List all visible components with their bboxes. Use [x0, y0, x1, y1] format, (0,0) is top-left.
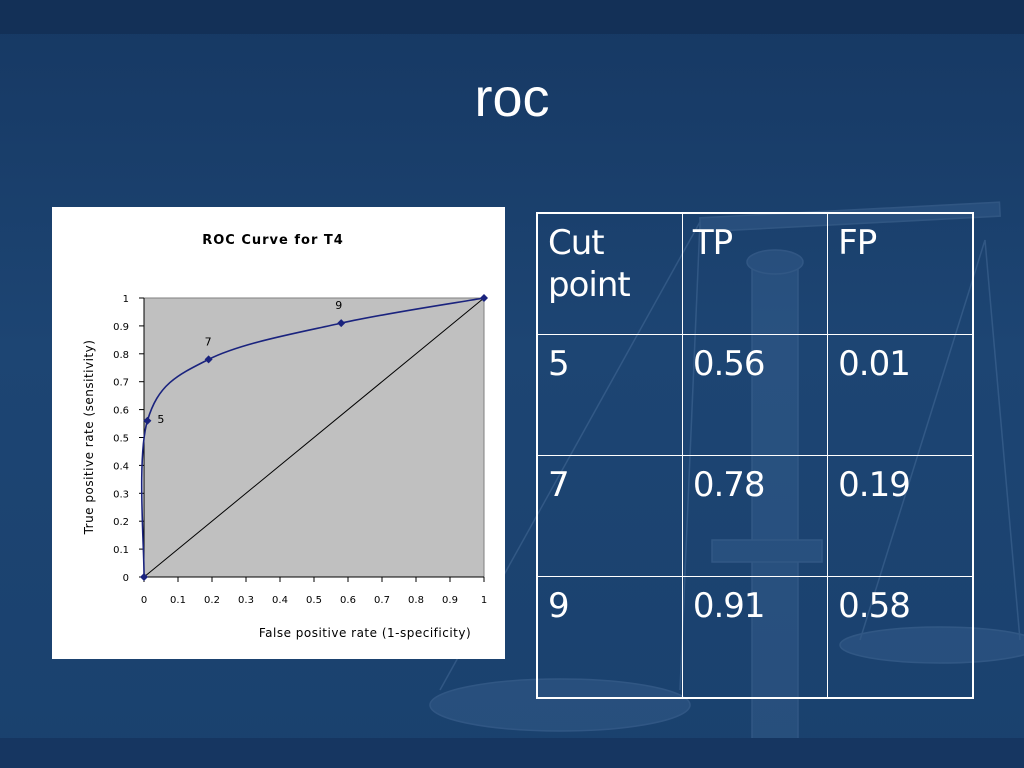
- x-tick-label: 0.2: [204, 595, 220, 606]
- cell-cut-point: 7: [536, 455, 683, 577]
- reference-diagonal-line: [143, 297, 485, 578]
- x-tick-label: 1: [481, 595, 487, 606]
- x-tick-label: 0.9: [442, 595, 458, 606]
- x-axis-label: False positive rate (1-specificity): [259, 626, 471, 640]
- top-band: [0, 0, 1024, 34]
- x-tick-label: 0.5: [306, 595, 322, 606]
- y-tick-label: 0: [123, 573, 129, 584]
- x-tick-label: 0: [141, 595, 147, 606]
- data-point-marker: [204, 355, 213, 364]
- cell-cut-point: 5: [536, 334, 683, 456]
- cell-fp: 0.19: [827, 455, 974, 577]
- cell-cut-point: 9: [536, 576, 683, 699]
- point-label: 5: [157, 413, 164, 426]
- point-label: 7: [205, 335, 212, 348]
- y-tick-label: 0.7: [113, 378, 129, 389]
- cell-tp: 0.91: [681, 576, 829, 699]
- cut-point-table: Cut point TP FP 5 0.56 0.01 7 0.78 0.19 …: [536, 212, 974, 699]
- point-label: 9: [335, 299, 342, 312]
- y-tick-label: 0.6: [113, 406, 129, 417]
- y-tick-label: 0.5: [113, 434, 129, 445]
- table-row: 7 0.78 0.19: [536, 455, 974, 577]
- header-tp: TP: [681, 212, 829, 335]
- bottom-band: [0, 738, 1024, 768]
- roc-chart: ROC Curve for T4 0 0.1 0.2 0.3 0.4 0.5 0.6 0.7 0…: [82, 233, 488, 640]
- table-header-row: Cut point TP FP: [536, 212, 974, 335]
- data-point-marker: [143, 416, 152, 425]
- roc-chart-panel: ROC Curve for T4 0 0.1 0.2 0.3 0.4 0.5 0.6 0.7 0…: [52, 207, 505, 659]
- cell-tp: 0.56: [681, 334, 829, 456]
- data-point-marker: [337, 319, 346, 328]
- x-tick-label: 0.3: [238, 595, 254, 606]
- x-tick-label: 0.1: [170, 595, 186, 606]
- y-tick-label: 0.2: [113, 517, 129, 528]
- data-point-marker: [480, 294, 488, 302]
- y-tick-label: 0.8: [113, 350, 129, 361]
- table-row: 5 0.56 0.01: [536, 334, 974, 456]
- table-row: 9 0.91 0.58: [536, 576, 974, 699]
- chart-title: ROC Curve for T4: [202, 233, 344, 248]
- cell-tp: 0.78: [681, 455, 829, 577]
- cell-fp: 0.01: [827, 334, 974, 456]
- header-fp: FP: [827, 212, 974, 335]
- cell-fp: 0.58: [827, 576, 974, 699]
- data-point-marker: [140, 573, 148, 581]
- slide-title: roc: [474, 68, 550, 128]
- y-tick-label: 0.9: [113, 322, 129, 333]
- x-tick-label: 0.6: [340, 595, 356, 606]
- y-tick-label: 1: [123, 294, 129, 305]
- y-tick-label: 0.3: [113, 489, 129, 500]
- y-tick-label: 0.1: [113, 545, 129, 556]
- x-tick-label: 0.8: [408, 595, 424, 606]
- header-cut-point: Cut point: [536, 212, 683, 335]
- x-tick-label: 0.7: [374, 595, 390, 606]
- x-tick-label: 0.4: [272, 595, 288, 606]
- y-axis-label: True positive rate (sensitivity): [82, 340, 96, 536]
- y-tick-label: 0.4: [113, 461, 129, 472]
